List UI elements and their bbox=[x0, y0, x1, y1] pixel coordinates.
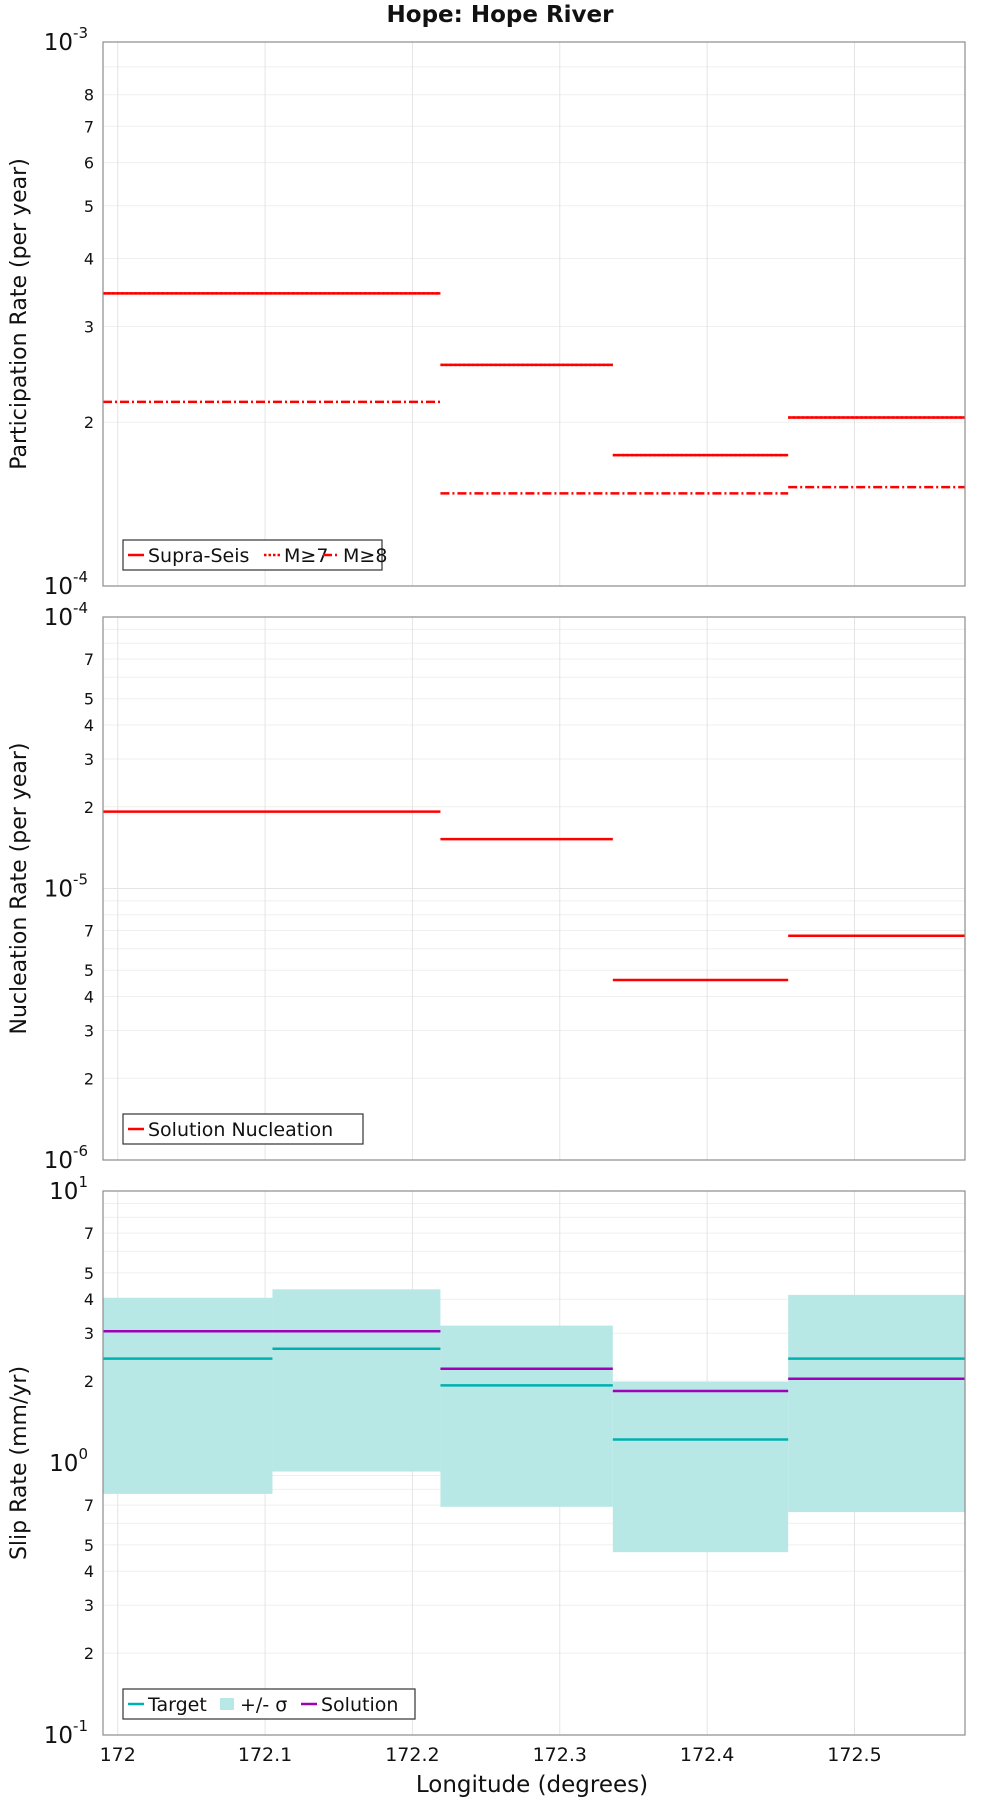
y-tick-label: 7 bbox=[84, 1496, 94, 1515]
x-tick-label: 172.5 bbox=[827, 1744, 881, 1766]
legend-label: +/- σ bbox=[240, 1694, 287, 1716]
series-m-8 bbox=[103, 400, 965, 495]
y-tick-label: 10-3 bbox=[44, 24, 88, 56]
legend-label: Solution Nucleation bbox=[148, 1119, 333, 1141]
legend-box bbox=[122, 539, 383, 571]
series-target bbox=[103, 1347, 965, 1441]
series-supra-seis bbox=[103, 292, 965, 457]
y-tick-label: 10-4 bbox=[44, 568, 88, 600]
y-tick-label: 6 bbox=[84, 154, 94, 173]
y-tick-label: 5 bbox=[84, 197, 94, 216]
legend-label: Target bbox=[147, 1694, 207, 1716]
y-tick-label: 7 bbox=[84, 1224, 94, 1243]
y-tick-label: 7 bbox=[84, 117, 94, 136]
y-tick-label: 100 bbox=[49, 1445, 88, 1477]
y-tick-label: 2 bbox=[84, 798, 94, 817]
panel-3: 101 7 5 4 3 2 100 7 5 4 3 2 10-1 172 172.1 172.2 172.3 17… bbox=[7, 1173, 966, 1766]
x-axis-label: Longitude (degrees) bbox=[416, 1772, 648, 1798]
series-m-7 bbox=[103, 292, 965, 457]
legend: Target +/- σ Solution bbox=[122, 1688, 416, 1720]
x-tick-label: 172 bbox=[100, 1744, 136, 1766]
legend-label: M≥7 bbox=[284, 545, 328, 567]
panel-2: 10-4 7 5 4 3 2 10-5 7 5 4 3 2 10-6 Nucleation Rate (p… bbox=[7, 599, 966, 1174]
legend-box bbox=[122, 1688, 416, 1720]
legend: Supra-Seis M≥7 M≥8 bbox=[122, 539, 387, 571]
sigma-band bbox=[788, 1294, 965, 1513]
y-tick-label: 4 bbox=[84, 1290, 94, 1309]
y-axis-label: Nucleation Rate (per year) bbox=[7, 743, 32, 1035]
x-tick-label: 172.3 bbox=[533, 1744, 587, 1766]
series-solution bbox=[103, 1330, 965, 1393]
y-tick-label: 2 bbox=[84, 1372, 94, 1391]
legend-label: Supra-Seis bbox=[148, 545, 249, 567]
y-tick-label: 5 bbox=[84, 1536, 94, 1555]
y-tick-label: 5 bbox=[84, 961, 94, 980]
y-tick-label: 3 bbox=[84, 1596, 94, 1615]
y-tick-label: 4 bbox=[84, 1562, 94, 1581]
x-tick-label: 172.4 bbox=[680, 1744, 734, 1766]
y-tick-label: 2 bbox=[84, 1644, 94, 1663]
y-axis-label: Slip Rate (mm/yr) bbox=[7, 1366, 32, 1560]
chart-title: Hope: Hope River bbox=[387, 2, 615, 28]
y-tick-label: 3 bbox=[84, 317, 94, 336]
sigma-band bbox=[272, 1289, 441, 1472]
sigma-band bbox=[103, 1297, 273, 1494]
y-tick-label: 4 bbox=[84, 988, 94, 1007]
y-tick-label: 3 bbox=[84, 1324, 94, 1343]
y-tick-label: 8 bbox=[84, 86, 94, 105]
y-tick-label: 7 bbox=[84, 922, 94, 941]
sigma-band bbox=[612, 1381, 789, 1553]
y-tick-label: 5 bbox=[84, 1264, 94, 1283]
x-tick-label: 172.1 bbox=[238, 1744, 292, 1766]
panel-1: 10-3 8 7 6 5 4 3 2 10-4 Participation Rate (per y… bbox=[7, 24, 966, 600]
legend-label: Solution bbox=[321, 1694, 398, 1716]
y-tick-label: 2 bbox=[84, 1069, 94, 1088]
legend-swatch bbox=[220, 1698, 234, 1710]
y-tick-label: 7 bbox=[84, 650, 94, 669]
plot-frame bbox=[102, 1190, 966, 1736]
x-tick-label: 172.2 bbox=[385, 1744, 439, 1766]
legend: Solution Nucleation bbox=[122, 1113, 364, 1145]
y-tick-label: 10-1 bbox=[44, 1717, 88, 1749]
sigma-band bbox=[440, 1325, 613, 1507]
y-tick-label: 4 bbox=[84, 716, 94, 735]
legend-label: M≥8 bbox=[343, 545, 387, 567]
y-tick-label: 10-6 bbox=[44, 1142, 88, 1174]
plot-frame bbox=[102, 41, 966, 587]
y-tick-label: 5 bbox=[84, 690, 94, 709]
y-tick-label: 2 bbox=[84, 413, 94, 432]
legend-box bbox=[122, 1113, 364, 1145]
y-tick-label: 3 bbox=[84, 1021, 94, 1040]
y-tick-label: 101 bbox=[49, 1173, 88, 1205]
y-tick-label: 10-4 bbox=[44, 599, 88, 631]
y-tick-label: 4 bbox=[84, 249, 94, 268]
y-tick-label: 10-5 bbox=[44, 871, 88, 903]
series-solution-nucleation bbox=[103, 810, 965, 982]
y-tick-label: 3 bbox=[84, 750, 94, 769]
y-axis-label: Participation Rate (per year) bbox=[7, 158, 32, 470]
plot-frame bbox=[102, 616, 966, 1161]
